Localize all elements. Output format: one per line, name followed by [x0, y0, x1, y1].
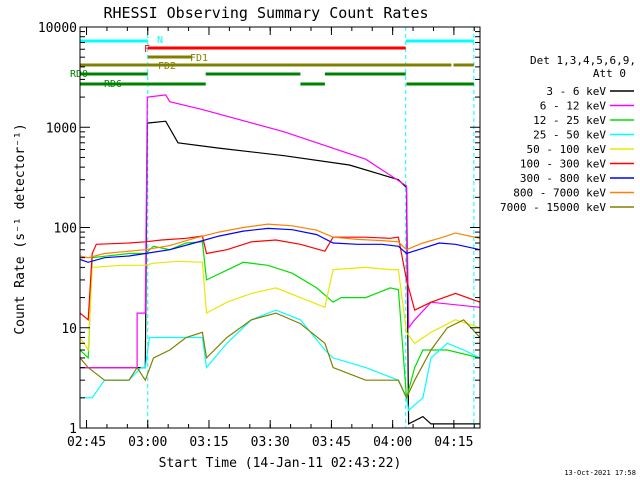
series-line-4 — [80, 260, 480, 352]
series-line-6 — [80, 227, 480, 263]
footer-date: 13-Oct-2021 17:58 — [564, 469, 636, 477]
series-line-7 — [80, 223, 480, 259]
plot-area: NF FD1 FD2 RD0 RD6 02:45 03:00 03:15 03:30 03:45 0… — [38, 21, 481, 450]
legend-label-2: 12 - 25 keV — [533, 114, 606, 127]
legend: Det 1,3,4,5,6,9, Att 0 3 - 6 keV 6 - 12 k… — [500, 54, 636, 214]
y-axis-label: Count Rate (s⁻¹ detector⁻¹) — [13, 123, 28, 334]
state-label-f: F — [144, 44, 150, 55]
x-tick-label-6: 04:15 — [434, 435, 473, 450]
state-label-fd1: FD1 — [190, 53, 208, 64]
legend-label-6: 300 - 800 keV — [520, 172, 606, 185]
series-group — [80, 94, 480, 425]
series-line-1 — [80, 94, 480, 369]
y-tick-label-1: 10 — [61, 322, 77, 337]
y-tick-label-0: 1 — [69, 422, 77, 437]
series-line-5 — [80, 235, 480, 322]
series-line-3 — [80, 309, 480, 412]
x-tick-label-2: 03:15 — [189, 435, 228, 450]
x-tick-label-0: 02:45 — [67, 435, 106, 450]
x-tick-label-5: 04:00 — [373, 435, 412, 450]
y-tick-label-3: 1000 — [46, 121, 77, 136]
x-tick-label-3: 03:30 — [251, 435, 290, 450]
state-label-n: N — [157, 35, 163, 46]
y-tick-label-4: 10000 — [38, 21, 77, 36]
state-label-rd6: RD6 — [104, 79, 122, 90]
legend-label-5: 100 - 300 keV — [520, 158, 606, 171]
x-axis-label: Start Time (14-Jan-11 02:43:22) — [159, 456, 402, 471]
legend-label-3: 25 - 50 keV — [533, 129, 606, 142]
legend-label-4: 50 - 100 keV — [527, 143, 607, 156]
x-tick-label-4: 03:45 — [312, 435, 351, 450]
legend-label-7: 800 - 7000 keV — [513, 187, 606, 200]
legend-label-0: 3 - 6 keV — [546, 85, 606, 98]
y-tick-label-2: 100 — [54, 222, 77, 237]
state-label-rd0: RD0 — [70, 69, 88, 80]
state-label-fd2: FD2 — [158, 61, 176, 72]
x-tick-label-1: 03:00 — [128, 435, 167, 450]
legend-subtitle: Att 0 — [593, 67, 626, 80]
legend-label-1: 6 - 12 keV — [540, 100, 607, 113]
chart-title: RHESSI Observing Summary Count Rates — [103, 4, 428, 22]
series-line-0 — [80, 120, 480, 425]
legend-title: Det 1,3,4,5,6,9, — [530, 54, 636, 67]
series-line-8 — [80, 312, 480, 400]
legend-label-8: 7000 - 15000 keV — [500, 201, 606, 214]
